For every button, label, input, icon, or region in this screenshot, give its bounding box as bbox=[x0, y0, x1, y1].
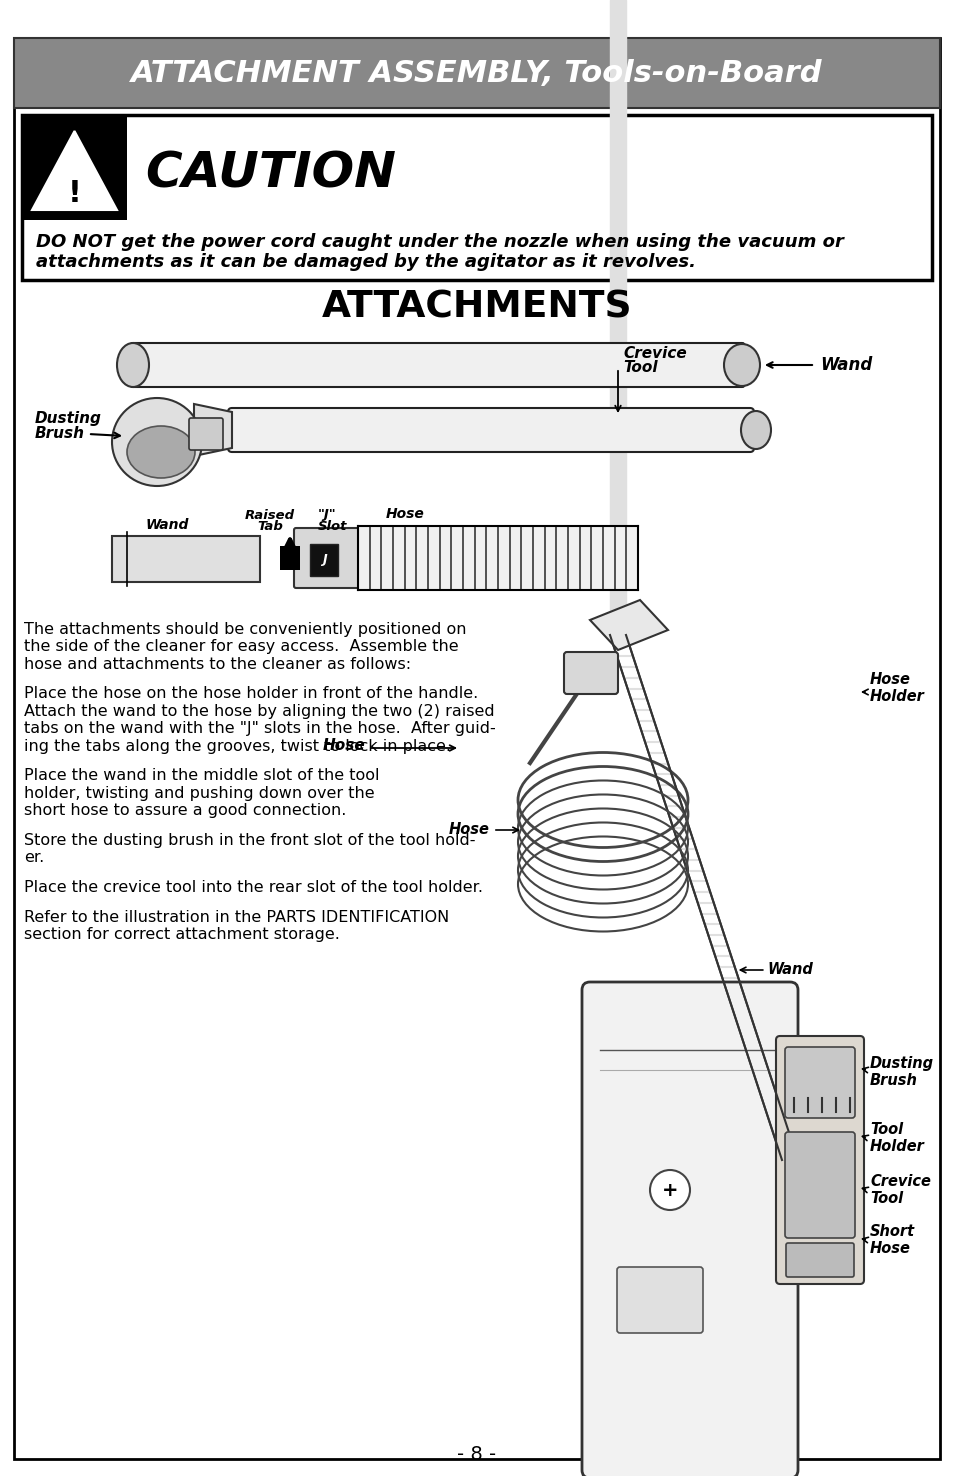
Text: Store the dusting brush in the front slot of the tool hold-
er.: Store the dusting brush in the front slo… bbox=[24, 832, 475, 865]
Text: Dusting: Dusting bbox=[35, 410, 102, 425]
Text: Raised: Raised bbox=[245, 509, 294, 523]
FancyBboxPatch shape bbox=[784, 1132, 854, 1238]
FancyBboxPatch shape bbox=[581, 982, 797, 1476]
FancyBboxPatch shape bbox=[280, 546, 299, 570]
FancyBboxPatch shape bbox=[294, 528, 366, 587]
FancyBboxPatch shape bbox=[785, 1243, 853, 1277]
Text: Refer to the illustration in the PARTS IDENTIFICATION
section for correct attach: Refer to the illustration in the PARTS I… bbox=[24, 909, 449, 942]
Ellipse shape bbox=[127, 427, 194, 478]
Bar bbox=[14, 38, 939, 108]
Bar bbox=[310, 545, 337, 576]
Text: Place the wand in the middle slot of the tool
holder, twisting and pushing down : Place the wand in the middle slot of the… bbox=[24, 769, 379, 818]
FancyBboxPatch shape bbox=[563, 652, 618, 694]
Text: Crevice: Crevice bbox=[622, 345, 686, 360]
Text: DO NOT get the power cord caught under the nozzle when using the vacuum or: DO NOT get the power cord caught under t… bbox=[36, 233, 843, 251]
Text: Dusting
Brush: Dusting Brush bbox=[869, 1055, 933, 1088]
FancyBboxPatch shape bbox=[784, 1046, 854, 1117]
Text: Wand: Wand bbox=[767, 962, 813, 977]
Bar bbox=[357, 525, 638, 590]
Text: !: ! bbox=[68, 180, 81, 208]
FancyBboxPatch shape bbox=[189, 418, 223, 450]
Text: Wand: Wand bbox=[820, 356, 871, 373]
Text: Tool
Holder: Tool Holder bbox=[869, 1122, 923, 1154]
Ellipse shape bbox=[112, 399, 202, 486]
Bar bbox=[22, 115, 931, 280]
Text: Tool: Tool bbox=[622, 360, 657, 375]
Text: Hose: Hose bbox=[322, 738, 365, 753]
Text: Place the crevice tool into the rear slot of the tool holder.: Place the crevice tool into the rear slo… bbox=[24, 880, 482, 894]
Text: Brush: Brush bbox=[35, 427, 85, 441]
FancyBboxPatch shape bbox=[228, 407, 753, 452]
Bar bbox=[112, 536, 260, 582]
Bar bbox=[22, 115, 127, 220]
Text: ATTACHMENT ASSEMBLY, Tools-on-Board: ATTACHMENT ASSEMBLY, Tools-on-Board bbox=[132, 59, 821, 87]
Text: Slot: Slot bbox=[317, 520, 347, 533]
Text: Hose: Hose bbox=[449, 822, 490, 837]
FancyBboxPatch shape bbox=[775, 1036, 863, 1284]
Circle shape bbox=[649, 1170, 689, 1210]
Polygon shape bbox=[589, 601, 667, 649]
Text: Crevice
Tool: Crevice Tool bbox=[869, 1173, 930, 1206]
Ellipse shape bbox=[740, 410, 770, 449]
Text: Tab: Tab bbox=[256, 520, 283, 533]
Text: "J": "J" bbox=[317, 508, 336, 521]
Ellipse shape bbox=[723, 344, 760, 387]
Text: CAUTION: CAUTION bbox=[145, 149, 395, 196]
Text: Wand: Wand bbox=[145, 518, 189, 531]
Text: Hose: Hose bbox=[386, 506, 424, 521]
FancyBboxPatch shape bbox=[617, 1266, 702, 1333]
Text: J: J bbox=[321, 554, 326, 567]
Polygon shape bbox=[32, 131, 117, 210]
Text: Short
Hose: Short Hose bbox=[869, 1224, 914, 1256]
Text: +: + bbox=[661, 1181, 678, 1200]
Text: - 8 -: - 8 - bbox=[456, 1445, 497, 1464]
Text: The attachments should be conveniently positioned on
the side of the cleaner for: The attachments should be conveniently p… bbox=[24, 621, 466, 672]
Text: Place the hose on the hose holder in front of the handle.
Attach the wand to the: Place the hose on the hose holder in fro… bbox=[24, 686, 496, 754]
Polygon shape bbox=[193, 404, 232, 456]
Text: ATTACHMENTS: ATTACHMENTS bbox=[321, 289, 632, 326]
Ellipse shape bbox=[117, 342, 149, 387]
FancyBboxPatch shape bbox=[130, 342, 744, 387]
Text: Hose
Holder: Hose Holder bbox=[869, 672, 923, 704]
Text: attachments as it can be damaged by the agitator as it revolves.: attachments as it can be damaged by the … bbox=[36, 252, 696, 272]
